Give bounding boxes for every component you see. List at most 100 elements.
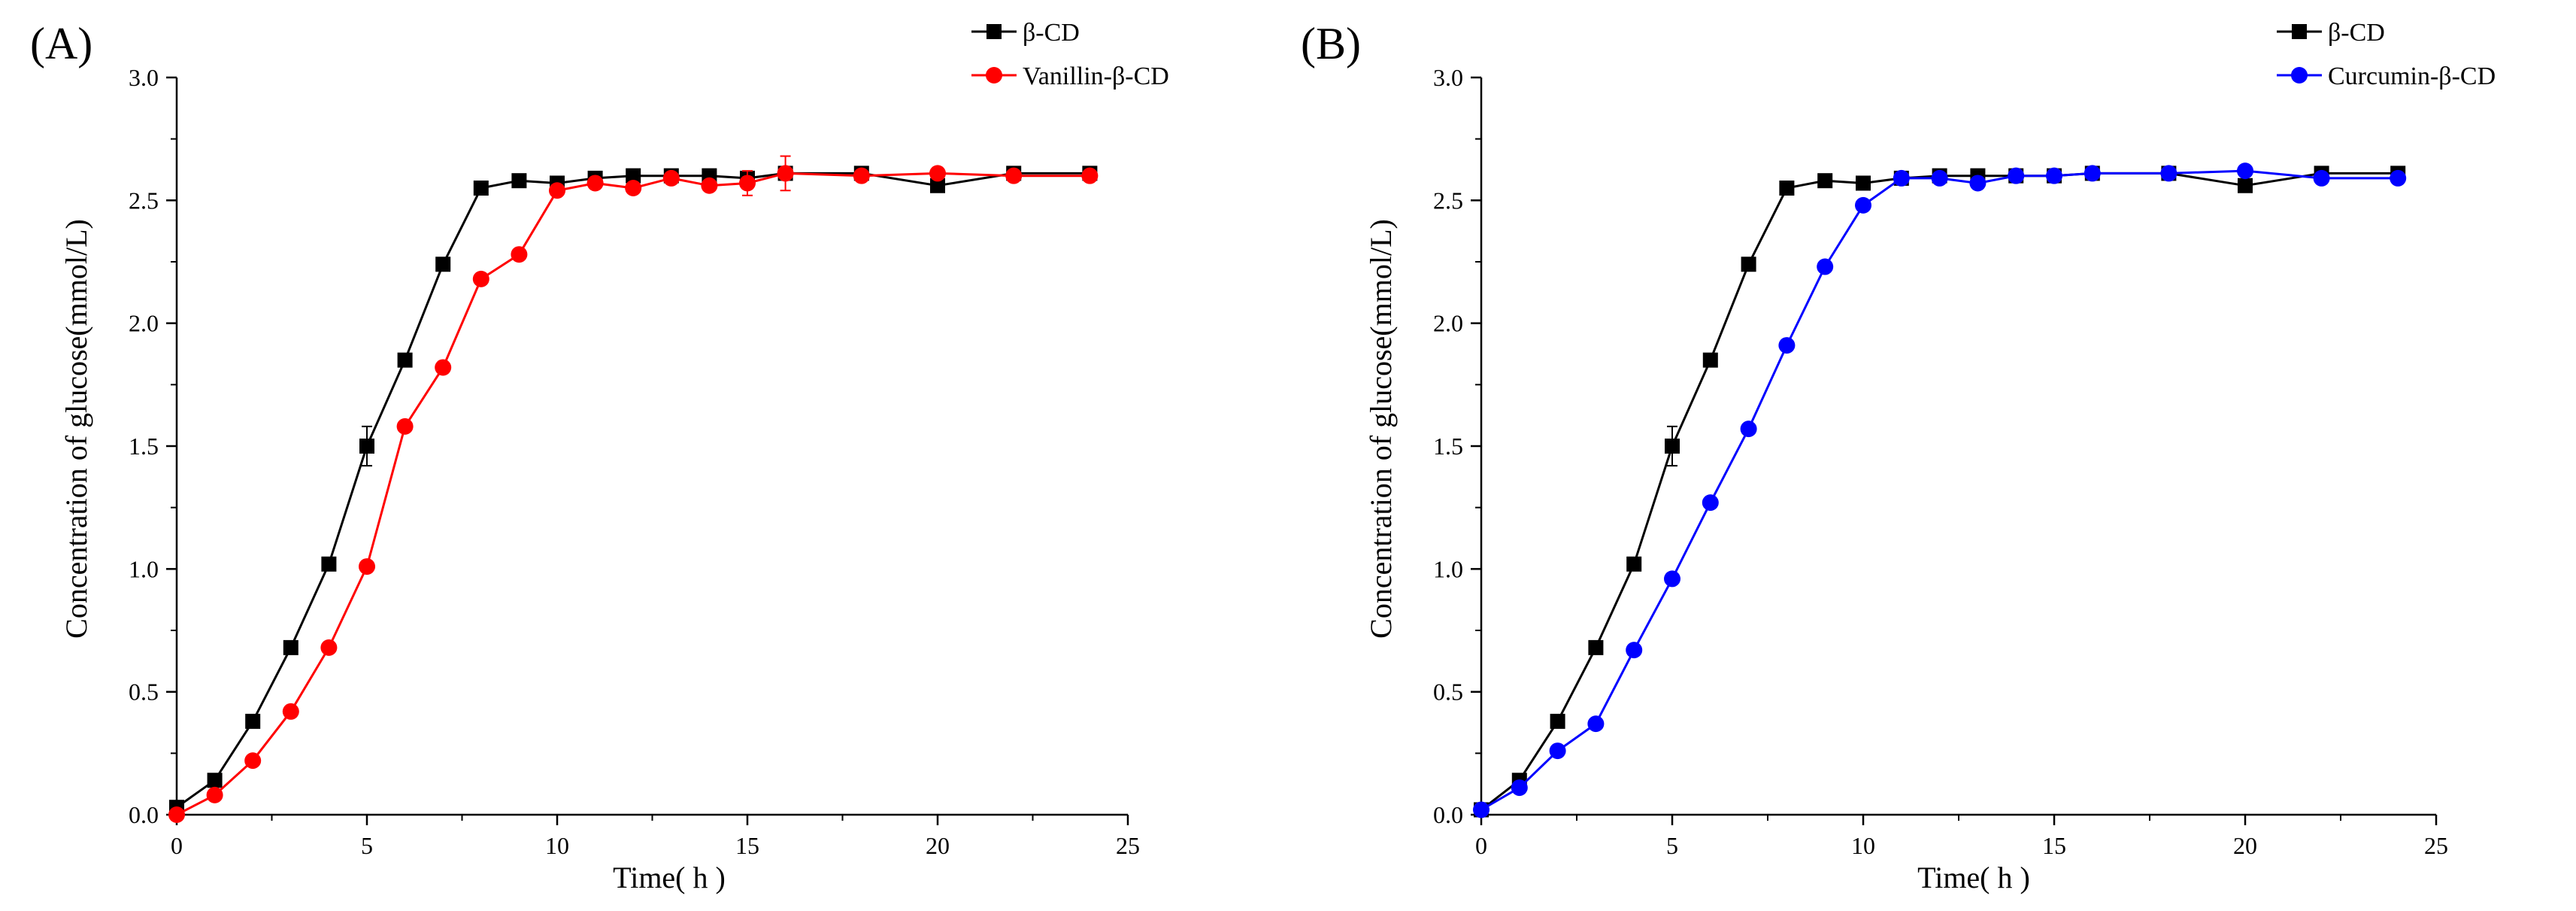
- data-point: [625, 180, 642, 196]
- y-tick-label: 0.5: [1433, 679, 1463, 706]
- data-point: [473, 181, 489, 196]
- y-tick-label: 0.0: [129, 801, 159, 828]
- data-point: [1550, 713, 1565, 729]
- y-tick-label: 2.5: [129, 187, 159, 214]
- panel-label: (A): [30, 19, 92, 68]
- y-tick-label: 1.5: [1433, 433, 1463, 460]
- data-point: [1626, 642, 1643, 659]
- x-tick-label: 0: [1475, 832, 1487, 859]
- data-point: [207, 773, 223, 788]
- data-point: [1665, 439, 1680, 454]
- legend-label-beta-cd: β-CD: [2328, 19, 2385, 47]
- x-tick-label: 25: [1116, 832, 1140, 859]
- data-point: [626, 168, 641, 184]
- y-tick-label: 2.0: [129, 310, 159, 337]
- y-tick-label: 2.0: [1433, 310, 1463, 337]
- data-point: [321, 556, 337, 572]
- data-point: [397, 352, 413, 368]
- data-point: [282, 703, 299, 720]
- data-point: [1587, 715, 1605, 733]
- data-point: [1005, 167, 1023, 184]
- legend-label-curcumin-beta-cd: Curcumin-β-CD: [2328, 62, 2496, 90]
- series-line-beta-cd: [176, 172, 1090, 809]
- data-point: [511, 246, 528, 263]
- series-line-vanillin-beta-cd: [176, 172, 1090, 816]
- data-point: [396, 418, 414, 435]
- legend-marker-vanillin-beta-cd: [986, 67, 1002, 84]
- plot-area: [168, 155, 1099, 823]
- legend-marker-beta-cd: [986, 24, 1002, 39]
- data-point: [1931, 169, 1948, 187]
- data-point: [244, 752, 262, 770]
- data-point: [1893, 169, 1910, 187]
- x-axis-title: Time( h ): [1917, 861, 2030, 894]
- x-tick-label: 20: [2233, 832, 2257, 859]
- y-tick-label: 3.0: [1433, 64, 1463, 91]
- y-axis-title: Concentration of glucose(mmol/L): [59, 219, 93, 639]
- data-point: [1473, 801, 1490, 818]
- data-point: [283, 639, 299, 655]
- y-tick-label: 0.5: [129, 679, 159, 706]
- data-point: [1969, 175, 1987, 192]
- series-line-curcumin-beta-cd: [1480, 169, 2399, 811]
- data-point: [1741, 257, 1756, 272]
- x-axis-title: Time( h ): [613, 861, 726, 894]
- data-point: [1817, 173, 1833, 189]
- data-point: [2238, 178, 2253, 193]
- x-tick-label: 15: [2042, 832, 2066, 859]
- data-point: [1664, 570, 1680, 588]
- data-point: [2008, 167, 2025, 184]
- y-axis-title: Concentration of glucose(mmol/L): [1364, 219, 1398, 639]
- y-tick-label: 0.0: [1433, 801, 1463, 828]
- data-point: [1779, 181, 1795, 196]
- legend: β-CD Curcumin-β-CD: [2277, 19, 2496, 90]
- data-point: [586, 175, 604, 192]
- data-point: [472, 270, 489, 287]
- x-tick-label: 20: [926, 832, 950, 859]
- data-point: [2390, 169, 2407, 187]
- data-point: [2237, 162, 2253, 180]
- data-point: [1856, 175, 1871, 191]
- data-point: [1702, 494, 1719, 512]
- data-point: [701, 177, 718, 194]
- data-point: [1855, 196, 1871, 214]
- y-tick-label: 2.5: [1433, 187, 1463, 214]
- data-point: [739, 175, 756, 192]
- data-point: [1778, 337, 1796, 354]
- x-tick-label: 25: [2424, 832, 2448, 859]
- data-point: [2084, 165, 2101, 182]
- panel-b: (B) Time( h ) Concentration of glucose(m…: [1301, 19, 2496, 894]
- panel-label: (B): [1301, 19, 1361, 68]
- x-tick-label: 10: [545, 832, 569, 859]
- y-tick-label: 3.0: [129, 64, 159, 91]
- panel-a: (A) Time( h ) Concentration of glucose(m…: [30, 19, 1169, 894]
- legend-marker-curcumin-beta-cd: [2291, 67, 2308, 84]
- data-point: [549, 182, 565, 199]
- legend-label-vanillin-beta-cd: Vanillin-β-CD: [1023, 62, 1169, 90]
- data-point: [662, 169, 680, 187]
- data-point: [1702, 352, 1718, 368]
- data-point: [1511, 779, 1528, 797]
- series-beta-cd: [169, 165, 1098, 815]
- data-point: [359, 558, 375, 575]
- data-point: [1549, 742, 1566, 760]
- data-point: [1817, 258, 1834, 275]
- y-tick-label: 1.0: [1433, 555, 1463, 582]
- legend-marker-beta-cd: [2292, 24, 2307, 39]
- x-tick-label: 0: [171, 832, 183, 859]
- x-tick-label: 5: [1666, 832, 1678, 859]
- data-point: [168, 806, 185, 823]
- legend: β-CD Vanillin-β-CD: [971, 19, 1169, 90]
- data-point: [2313, 169, 2330, 187]
- data-point: [2160, 165, 2177, 182]
- data-point: [1740, 421, 1757, 438]
- data-point: [435, 359, 452, 376]
- series-vanillin-beta-cd: [168, 155, 1099, 823]
- data-point: [777, 165, 794, 182]
- data-point: [359, 439, 374, 454]
- plot-area: [1473, 162, 2407, 818]
- y-tick-label: 1.0: [129, 555, 159, 582]
- data-point: [320, 639, 338, 656]
- x-tick-label: 5: [361, 832, 373, 859]
